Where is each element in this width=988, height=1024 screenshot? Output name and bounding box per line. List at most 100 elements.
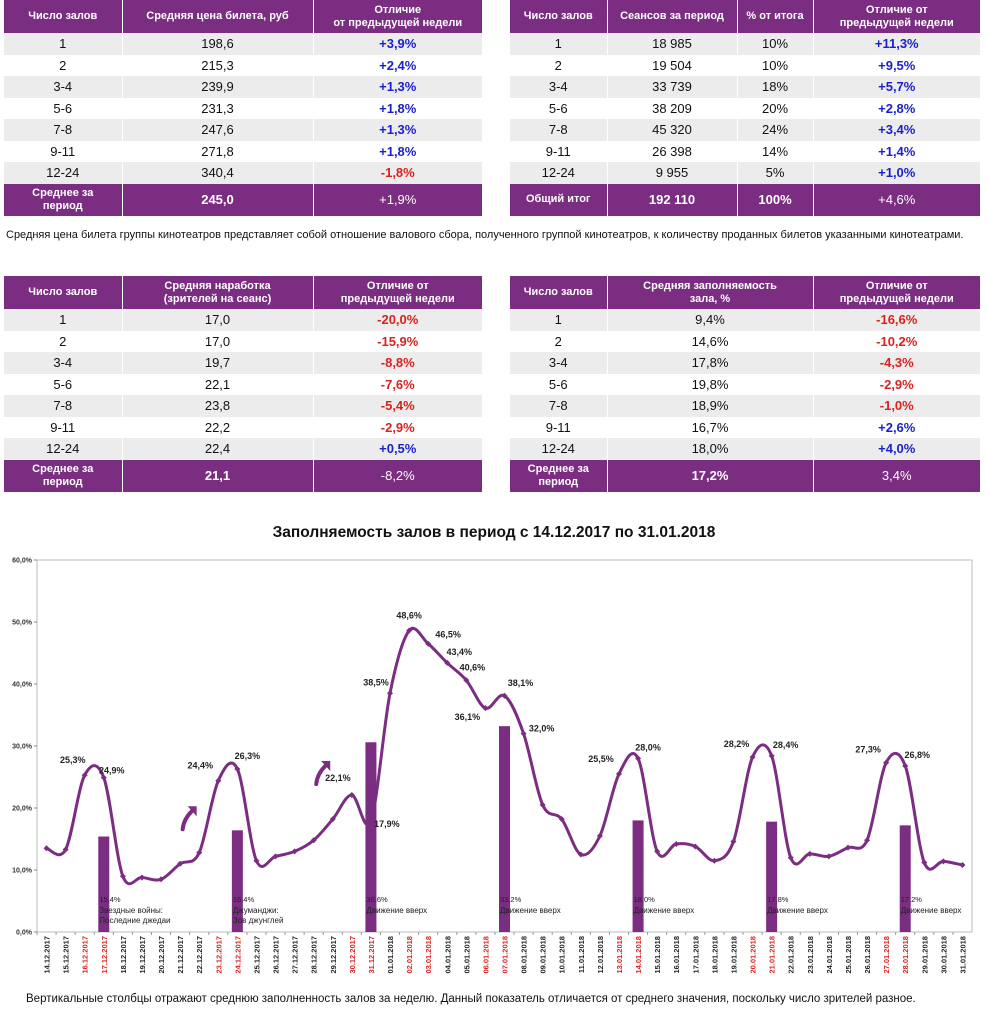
table-cell: 5% [737, 162, 814, 184]
table-row: 9-11 26 398 14% +1,4% [510, 140, 980, 162]
x-tick-label: 21.01.2018 [768, 936, 777, 974]
bar [98, 836, 110, 932]
data-point [501, 692, 508, 699]
table-cell: -16,6% [813, 309, 980, 331]
table-cell: 19 504 [607, 54, 738, 76]
table-row: 3-4 19,7 -8,8% [4, 352, 482, 374]
table-footer-cell: Общий итог [510, 183, 608, 216]
y-tick-label: 30,0% [12, 744, 33, 751]
bar-value-label: 30,6% [366, 895, 388, 904]
data-point [138, 874, 145, 881]
table-footer-cell: +4,6% [813, 183, 980, 216]
y-tick-label: 20,0% [12, 806, 33, 813]
table-cell: +1,8% [313, 140, 482, 162]
x-tick-label: 23.01.2018 [806, 936, 815, 974]
data-point [787, 854, 794, 861]
table-row: 12-24 9 955 5% +1,0% [510, 162, 980, 184]
data-point [749, 754, 756, 761]
table-cell: 247,6 [122, 119, 314, 141]
table-avg-attendance: Число залов Средняя наработка (зрителей … [4, 276, 482, 492]
data-point [406, 627, 413, 634]
data-point [806, 850, 813, 857]
x-tick-label: 28.01.2018 [901, 936, 910, 974]
data-point [367, 818, 374, 825]
data-point [81, 772, 88, 779]
point-label: 17,9% [374, 819, 400, 829]
y-tick-label: 10,0% [12, 868, 33, 875]
point-label: 28,2% [724, 739, 750, 749]
table-cell: +4,0% [813, 438, 980, 460]
table-row: 9-11 22,2 -2,9% [4, 416, 482, 438]
table-cell: 3-4 [4, 76, 123, 98]
table-cell: 9-11 [4, 140, 123, 162]
table-row: 1 17,0 -20,0% [4, 309, 482, 331]
data-point [177, 860, 184, 867]
data-point [291, 848, 298, 855]
data-point [158, 876, 165, 883]
x-tick-label: 27.12.2017 [291, 936, 300, 974]
col-header: Отличие от предыдущей недели [313, 0, 482, 33]
bar [899, 825, 911, 932]
bar-caption: Движение вверх [901, 906, 962, 915]
table-row: 12-24 340,4 -1,8% [4, 162, 482, 184]
x-tick-label: 18.12.2017 [119, 936, 128, 974]
table-cell: -5,4% [313, 395, 482, 417]
point-label: 48,6% [396, 611, 422, 621]
table-cell: 20% [737, 97, 814, 119]
table-cell: +1,0% [813, 162, 980, 184]
x-tick-label: 06.01.2018 [481, 936, 490, 974]
table-cell: 7-8 [4, 395, 123, 417]
data-point [635, 755, 642, 762]
bar-value-label: 18,0% [634, 895, 656, 904]
point-label: 38,1% [508, 678, 534, 688]
x-tick-label: 15.01.2018 [653, 936, 662, 974]
x-tick-label: 03.01.2018 [424, 936, 433, 974]
data-point [654, 848, 661, 855]
table-footer-cell: Среднее за период [4, 459, 123, 492]
table-cell: 3-4 [4, 352, 123, 374]
table-cell: 12-24 [4, 438, 123, 460]
table-row: 5-6 22,1 -7,6% [4, 373, 482, 395]
table-cell: 3-4 [510, 352, 608, 374]
table-footer-cell: 245,0 [122, 183, 314, 216]
table-cell: 22,2 [122, 416, 314, 438]
x-tick-label: 21.12.2017 [176, 936, 185, 974]
data-point [196, 849, 203, 856]
bar-caption: Зов джунглей [233, 916, 284, 925]
table-row: 1 198,6 +3,9% [4, 33, 482, 55]
data-point [558, 816, 565, 823]
table-cell: 1 [510, 309, 608, 331]
x-tick-label: 02.01.2018 [405, 936, 414, 974]
table-cell: 1 [510, 33, 608, 55]
table-cell: 9-11 [510, 416, 608, 438]
table-cell: 231,3 [122, 97, 314, 119]
table-cell: 9-11 [510, 140, 608, 162]
table-cell: 9 955 [607, 162, 738, 184]
table-footer-row: Общий итог 192 110 100% +4,6% [510, 183, 980, 216]
x-tick-label: 20.01.2018 [749, 936, 758, 974]
table-cell: -1,0% [813, 395, 980, 417]
data-point [577, 851, 584, 858]
table-footer-cell: Среднее за период [510, 459, 608, 492]
x-tick-label: 19.12.2017 [138, 936, 147, 974]
table-footer-cell: 17,2% [607, 459, 814, 492]
table-cell: +1,3% [313, 119, 482, 141]
table-cell: -10,2% [813, 330, 980, 352]
table-cell: -7,6% [313, 373, 482, 395]
table-cell: 7-8 [4, 119, 123, 141]
data-point [959, 862, 966, 869]
trend-arrow-head [187, 806, 197, 817]
point-label: 22,1% [325, 773, 351, 783]
data-point [272, 853, 279, 860]
table-cell: +9,5% [813, 54, 980, 76]
y-tick-label: 40,0% [12, 682, 33, 689]
bar-value-label: 15,4% [99, 895, 121, 904]
table-cell: 17,8% [607, 352, 814, 374]
data-point [711, 857, 718, 864]
table-footer-cell: -8,2% [313, 459, 482, 492]
table-footer-row: Среднее за период 17,2% 3,4% [510, 459, 980, 492]
col-header: Средняя заполняемость зала, % [607, 276, 814, 309]
table-cell: 16,7% [607, 416, 814, 438]
table-cell: 14,6% [607, 330, 814, 352]
table-cell: +0,5% [313, 438, 482, 460]
